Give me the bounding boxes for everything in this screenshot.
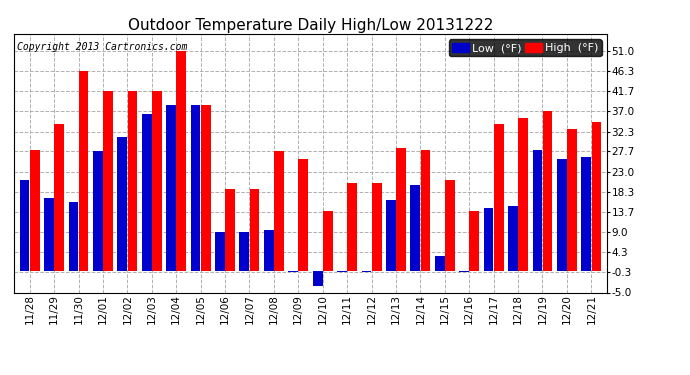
Bar	[396, 148, 406, 271]
Bar	[20, 180, 30, 271]
Bar	[313, 271, 322, 286]
Bar	[117, 137, 127, 271]
Bar	[323, 211, 333, 271]
Bar	[494, 124, 504, 271]
Bar	[421, 150, 431, 271]
Bar	[44, 198, 54, 271]
Bar	[591, 122, 601, 271]
Bar	[274, 152, 284, 271]
Bar	[484, 209, 493, 271]
Bar	[508, 206, 518, 271]
Bar	[347, 183, 357, 271]
Bar	[152, 91, 161, 271]
Text: Copyright 2013 Cartronics.com: Copyright 2013 Cartronics.com	[17, 42, 187, 51]
Bar	[93, 152, 103, 271]
Bar	[177, 51, 186, 271]
Bar	[166, 105, 176, 271]
Bar	[103, 91, 113, 271]
Bar	[142, 114, 152, 271]
Bar	[518, 118, 528, 271]
Bar	[55, 124, 64, 271]
Bar	[362, 271, 371, 272]
Bar	[190, 105, 200, 271]
Bar	[567, 129, 577, 271]
Bar	[435, 256, 444, 271]
Bar	[582, 157, 591, 271]
Bar	[30, 150, 39, 271]
Bar	[79, 71, 88, 271]
Bar	[225, 189, 235, 271]
Bar	[250, 189, 259, 271]
Bar	[299, 159, 308, 271]
Bar	[372, 183, 382, 271]
Bar	[557, 159, 566, 271]
Bar	[264, 230, 274, 271]
Legend: Low  (°F), High  (°F): Low (°F), High (°F)	[448, 39, 602, 56]
Bar	[460, 271, 469, 272]
Bar	[68, 202, 79, 271]
Bar	[128, 91, 137, 271]
Title: Outdoor Temperature Daily High/Low 20131222: Outdoor Temperature Daily High/Low 20131…	[128, 18, 493, 33]
Bar	[215, 232, 225, 271]
Bar	[337, 271, 347, 272]
Bar	[411, 185, 420, 271]
Bar	[201, 105, 210, 271]
Bar	[288, 271, 298, 272]
Bar	[542, 111, 553, 271]
Bar	[239, 232, 249, 271]
Bar	[533, 150, 542, 271]
Bar	[386, 200, 396, 271]
Bar	[445, 180, 455, 271]
Bar	[469, 211, 479, 271]
